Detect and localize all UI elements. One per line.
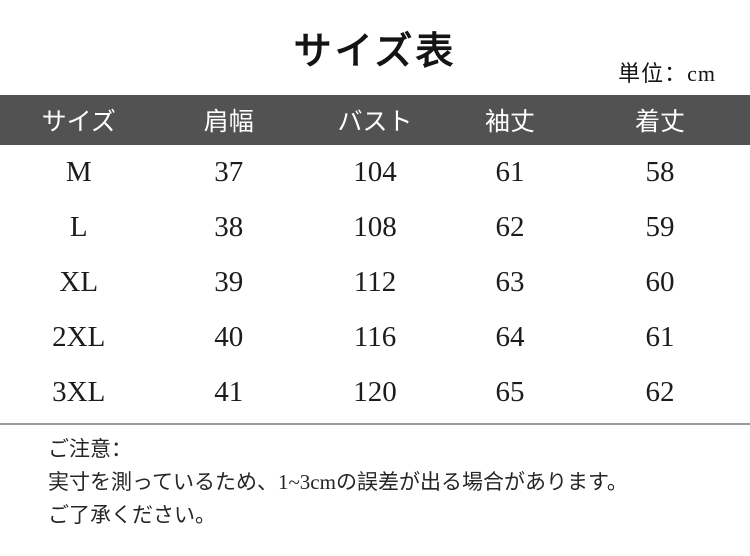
table-row: XL 39 112 63 60: [0, 255, 750, 310]
table-row: 3XL 41 120 65 62: [0, 365, 750, 420]
value-cell: 116: [353, 321, 397, 353]
value-cell: 108: [353, 211, 397, 243]
header-cell-bust: バスト: [337, 109, 413, 136]
header-cell-length: 着丈: [634, 109, 685, 136]
value-cell: 120: [353, 376, 397, 408]
notes-line-2: ご了承ください。: [48, 503, 216, 527]
table-row: M 37 104 61 58: [0, 145, 750, 200]
size-cell: 2XL: [52, 321, 106, 353]
value-cell: 63: [495, 266, 525, 298]
size-cell: 3XL: [52, 376, 106, 408]
notes-heading: ご注意：: [48, 437, 132, 461]
value-cell: 41: [214, 376, 244, 408]
page-title: サイズ表: [293, 31, 457, 73]
notes-block: ご注意： 実寸を測っているため、1~3cmの誤差が出る場合があります。 ご了承く…: [48, 433, 720, 532]
value-cell: 62: [645, 376, 675, 408]
value-cell: 38: [214, 211, 244, 243]
value-cell: 61: [645, 321, 675, 353]
size-table: サイズ 肩幅 バスト 袖丈 着丈 M 37 104 61 58 L 38 108…: [0, 95, 750, 420]
value-cell: 61: [495, 156, 525, 188]
value-cell: 64: [495, 321, 525, 353]
value-cell: 65: [495, 376, 525, 408]
header-cell-sleeve: 袖丈: [484, 109, 535, 136]
table-row: 2XL 40 116 64 61: [0, 310, 750, 365]
header-cell-size: サイズ: [41, 109, 116, 136]
table-header-row: サイズ 肩幅 バスト 袖丈 着丈: [0, 95, 750, 145]
value-cell: 58: [645, 156, 675, 188]
value-cell: 40: [214, 321, 244, 353]
value-cell: 104: [353, 156, 397, 188]
notes-line-1: 実寸を測っているため、1~3cmの誤差が出る場合があります。: [48, 470, 628, 494]
size-cell: L: [69, 211, 88, 243]
table-row: L 38 108 62 59: [0, 200, 750, 255]
size-cell: XL: [59, 266, 99, 298]
value-cell: 37: [214, 156, 244, 188]
size-cell: M: [65, 156, 92, 188]
unit-label: 単位：cm: [618, 61, 716, 86]
value-cell: 59: [645, 211, 675, 243]
value-cell: 60: [645, 266, 675, 298]
value-cell: 62: [495, 211, 525, 243]
header-cell-shoulder: 肩幅: [203, 109, 254, 136]
value-cell: 112: [353, 266, 397, 298]
horizontal-divider: [0, 423, 750, 425]
value-cell: 39: [214, 266, 244, 298]
